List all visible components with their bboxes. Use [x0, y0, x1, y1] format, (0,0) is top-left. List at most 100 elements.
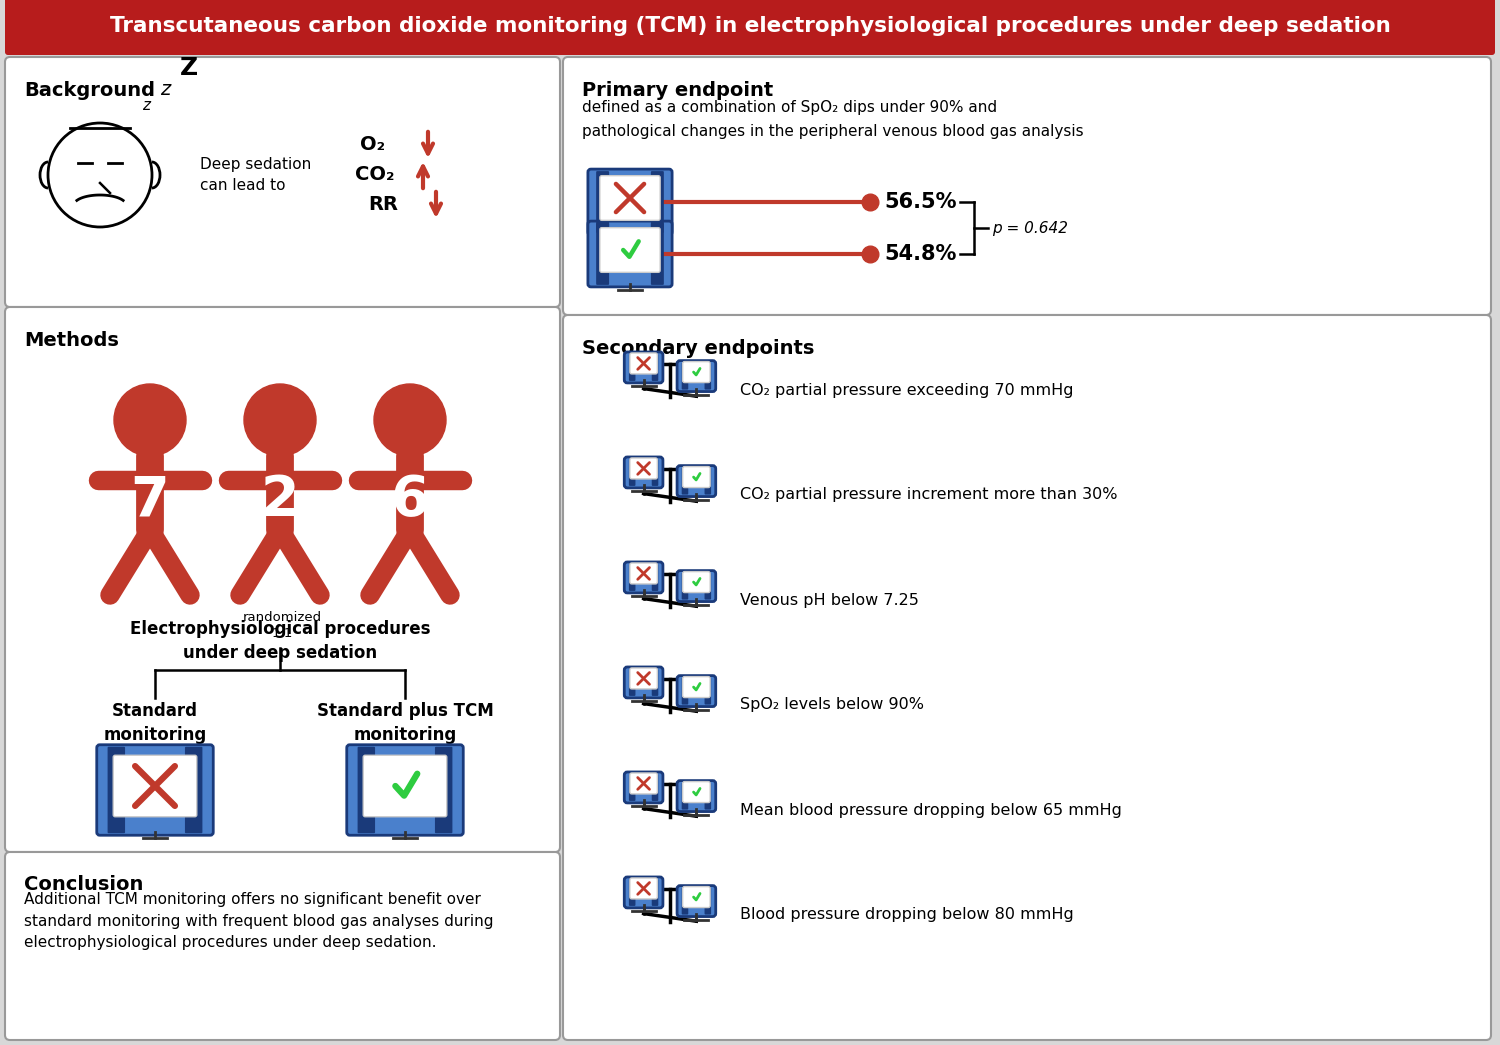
FancyBboxPatch shape	[4, 0, 1496, 55]
FancyBboxPatch shape	[682, 467, 709, 488]
Text: randomized
1:1: randomized 1:1	[243, 611, 321, 640]
Text: Background: Background	[24, 80, 154, 99]
FancyBboxPatch shape	[588, 169, 672, 235]
Text: Standard
monitoring: Standard monitoring	[104, 702, 207, 744]
FancyBboxPatch shape	[651, 171, 664, 233]
FancyBboxPatch shape	[676, 781, 716, 812]
Text: Secondary endpoints: Secondary endpoints	[582, 339, 814, 357]
FancyBboxPatch shape	[4, 57, 560, 307]
FancyBboxPatch shape	[676, 361, 716, 392]
Text: Venous pH below 7.25: Venous pH below 7.25	[740, 593, 920, 607]
FancyBboxPatch shape	[630, 773, 657, 794]
FancyBboxPatch shape	[630, 458, 657, 479]
FancyBboxPatch shape	[681, 677, 688, 704]
FancyBboxPatch shape	[682, 886, 709, 907]
FancyBboxPatch shape	[435, 747, 453, 833]
FancyBboxPatch shape	[630, 878, 657, 899]
FancyBboxPatch shape	[363, 756, 447, 817]
Text: z: z	[142, 98, 150, 113]
Text: 7: 7	[130, 473, 170, 527]
Text: Transcutaneous carbon dioxide monitoring (TCM) in electrophysiological procedure: Transcutaneous carbon dioxide monitoring…	[110, 16, 1391, 36]
Text: Electrophysiological procedures
under deep sedation: Electrophysiological procedures under de…	[129, 620, 430, 661]
FancyBboxPatch shape	[676, 885, 716, 916]
Text: z: z	[160, 80, 170, 99]
Text: Methods: Methods	[24, 330, 118, 349]
FancyBboxPatch shape	[705, 467, 711, 494]
FancyBboxPatch shape	[681, 783, 688, 810]
FancyBboxPatch shape	[676, 466, 716, 496]
Text: Deep sedation
can lead to: Deep sedation can lead to	[200, 157, 312, 193]
Text: Blood pressure dropping below 80 mmHg: Blood pressure dropping below 80 mmHg	[740, 907, 1074, 923]
FancyBboxPatch shape	[682, 676, 709, 698]
FancyBboxPatch shape	[357, 747, 375, 833]
FancyBboxPatch shape	[681, 887, 688, 914]
Text: SpO₂ levels below 90%: SpO₂ levels below 90%	[740, 697, 924, 713]
Text: Z: Z	[180, 56, 198, 80]
Text: 56.5%: 56.5%	[884, 192, 957, 212]
FancyBboxPatch shape	[562, 315, 1491, 1040]
Text: 54.8%: 54.8%	[884, 243, 957, 264]
FancyBboxPatch shape	[624, 352, 663, 382]
FancyBboxPatch shape	[630, 563, 657, 584]
FancyBboxPatch shape	[705, 887, 711, 914]
FancyBboxPatch shape	[596, 223, 609, 285]
FancyBboxPatch shape	[651, 459, 658, 486]
FancyBboxPatch shape	[624, 877, 663, 908]
FancyBboxPatch shape	[628, 459, 636, 486]
FancyBboxPatch shape	[562, 57, 1491, 315]
Circle shape	[244, 384, 316, 456]
Circle shape	[374, 384, 446, 456]
Text: CO₂ partial pressure increment more than 30%: CO₂ partial pressure increment more than…	[740, 488, 1118, 503]
FancyBboxPatch shape	[676, 676, 716, 706]
FancyBboxPatch shape	[4, 852, 560, 1040]
Text: CO₂ partial pressure exceeding 70 mmHg: CO₂ partial pressure exceeding 70 mmHg	[740, 382, 1074, 397]
FancyBboxPatch shape	[630, 668, 657, 689]
FancyBboxPatch shape	[651, 564, 658, 590]
FancyBboxPatch shape	[96, 745, 213, 835]
FancyBboxPatch shape	[628, 879, 636, 906]
FancyBboxPatch shape	[600, 176, 660, 220]
Text: O₂: O₂	[360, 136, 386, 155]
Text: pathological changes in the peripheral venous blood gas analysis: pathological changes in the peripheral v…	[582, 124, 1083, 139]
FancyBboxPatch shape	[630, 353, 657, 374]
FancyBboxPatch shape	[184, 747, 202, 833]
FancyBboxPatch shape	[624, 562, 663, 593]
FancyBboxPatch shape	[705, 677, 711, 704]
FancyBboxPatch shape	[651, 669, 658, 696]
FancyBboxPatch shape	[4, 307, 560, 852]
FancyBboxPatch shape	[705, 573, 711, 600]
FancyBboxPatch shape	[681, 573, 688, 600]
FancyBboxPatch shape	[112, 756, 196, 817]
FancyBboxPatch shape	[682, 572, 709, 593]
Circle shape	[114, 384, 186, 456]
Circle shape	[48, 123, 152, 227]
Text: Additional TCM monitoring offers no significant benefit over
standard monitoring: Additional TCM monitoring offers no sign…	[24, 892, 494, 950]
FancyBboxPatch shape	[682, 782, 709, 803]
FancyBboxPatch shape	[651, 354, 658, 381]
Text: 2: 2	[261, 473, 300, 527]
Text: p = 0.642: p = 0.642	[992, 220, 1068, 235]
FancyBboxPatch shape	[600, 228, 660, 273]
FancyBboxPatch shape	[628, 774, 636, 800]
Text: Mean blood pressure dropping below 65 mmHg: Mean blood pressure dropping below 65 mm…	[740, 803, 1122, 817]
FancyBboxPatch shape	[624, 667, 663, 698]
FancyBboxPatch shape	[596, 171, 609, 233]
Text: CO₂: CO₂	[356, 165, 395, 185]
FancyBboxPatch shape	[682, 362, 709, 382]
FancyBboxPatch shape	[705, 363, 711, 390]
Text: Primary endpoint: Primary endpoint	[582, 80, 774, 99]
Text: Conclusion: Conclusion	[24, 876, 144, 895]
FancyBboxPatch shape	[651, 223, 664, 285]
FancyBboxPatch shape	[651, 774, 658, 800]
FancyBboxPatch shape	[705, 783, 711, 810]
FancyBboxPatch shape	[681, 467, 688, 494]
FancyBboxPatch shape	[108, 747, 124, 833]
FancyBboxPatch shape	[346, 745, 464, 835]
FancyBboxPatch shape	[628, 669, 636, 696]
Text: Standard plus TCM
monitoring: Standard plus TCM monitoring	[316, 702, 494, 744]
Text: 6: 6	[390, 473, 429, 527]
FancyBboxPatch shape	[624, 457, 663, 488]
Text: RR: RR	[368, 195, 398, 214]
FancyBboxPatch shape	[681, 363, 688, 390]
FancyBboxPatch shape	[628, 354, 636, 381]
